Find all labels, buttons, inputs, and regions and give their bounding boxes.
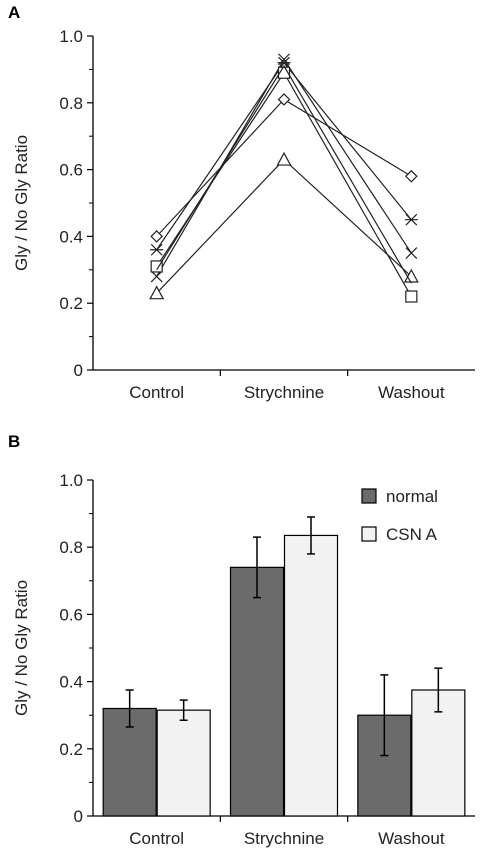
x-tick-label: Control xyxy=(129,829,184,848)
x-tick-label: Washout xyxy=(378,829,445,848)
series-line xyxy=(156,158,412,294)
y-tick-label: 0.8 xyxy=(59,538,83,557)
panel-a: A 0 0.2 0.4 0.6 0.8 1.0 Control Strychnine Washou… xyxy=(8,3,475,402)
y-axis-label: Gly / No Gly Ratio xyxy=(12,580,31,716)
y-tick-label: 0.6 xyxy=(59,161,83,180)
data-point-diamond xyxy=(404,169,418,183)
data-point-square xyxy=(405,290,418,303)
y-tick-label: 0 xyxy=(74,361,83,380)
series-line xyxy=(156,58,412,277)
x-tick-label: Control xyxy=(129,383,184,402)
y-tick-label: 1.0 xyxy=(59,27,83,46)
data-point-asterisk xyxy=(150,243,164,256)
data-point-triangle xyxy=(149,285,165,300)
x-tick-label: Strychnine xyxy=(244,829,324,848)
bar xyxy=(156,709,211,817)
panel-letter: B xyxy=(8,432,20,451)
y-tick-label: 0.2 xyxy=(59,294,83,313)
legend-swatch xyxy=(361,526,377,542)
data-point-asterisk xyxy=(404,213,418,226)
data-point-diamond xyxy=(277,93,291,106)
y-axis-label: Gly / No Gly Ratio xyxy=(12,135,31,271)
panel-b: B 0 0.2 0.4 0.6 0.8 1.0 Control Strychnine Washou… xyxy=(8,432,475,848)
x-tick-label: Washout xyxy=(378,383,445,402)
legend-label: CSN A xyxy=(386,525,438,544)
data-point-triangle xyxy=(276,151,292,166)
data-point-diamond xyxy=(150,230,164,243)
legend-label: normal xyxy=(386,487,438,506)
y-tick-label: 0 xyxy=(74,807,83,826)
data-point-square xyxy=(150,260,163,273)
data-point-x xyxy=(150,270,163,283)
legend: normal CSN A xyxy=(361,487,438,544)
data-point-x xyxy=(278,53,290,66)
bar xyxy=(283,534,339,817)
x-tick-label: Strychnine xyxy=(244,383,324,402)
y-tick-label: 0.4 xyxy=(59,227,83,246)
panel-letter: A xyxy=(8,3,20,22)
data-point-x xyxy=(405,247,418,260)
series-line xyxy=(156,64,412,284)
y-tick-label: 1.0 xyxy=(59,471,83,490)
y-tick-label: 0.8 xyxy=(59,94,83,113)
y-tick-label: 0.6 xyxy=(59,605,83,624)
bar xyxy=(229,566,285,817)
y-tick-label: 0.2 xyxy=(59,740,83,759)
series-line xyxy=(156,98,412,237)
legend-swatch xyxy=(361,488,377,504)
y-tick-label: 0.4 xyxy=(59,673,83,692)
series-line xyxy=(156,71,412,297)
